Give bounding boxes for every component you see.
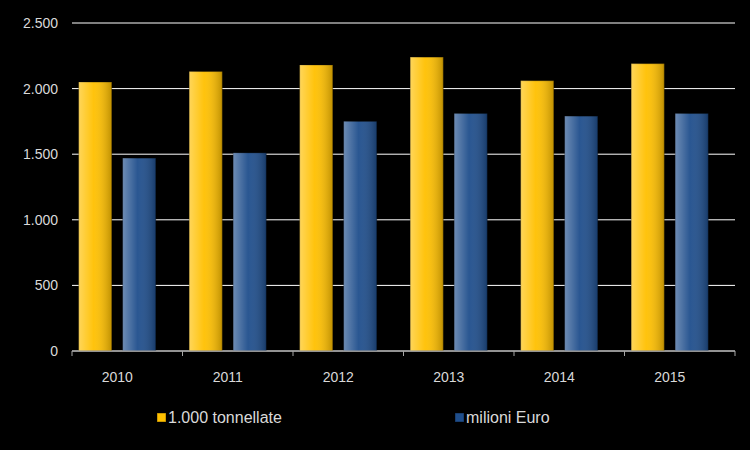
- bar-shine: [189, 72, 222, 351]
- x-tick-label: 2013: [433, 369, 464, 385]
- x-tick: [624, 351, 625, 356]
- bar: [410, 57, 443, 351]
- bar: [300, 65, 333, 351]
- bar: [79, 82, 112, 351]
- grid: [72, 23, 735, 351]
- bar-shine: [410, 57, 443, 351]
- bar: [675, 114, 708, 351]
- y-tick-label: 500: [35, 277, 59, 293]
- legend-label: 1.000 tonnellate: [168, 409, 282, 426]
- bar: [454, 114, 487, 351]
- x-tick-label: 2014: [544, 369, 575, 385]
- bar-shine: [631, 64, 664, 351]
- grid-line: [72, 23, 735, 24]
- legend-label: milioni Euro: [466, 409, 550, 426]
- legend-swatch: [455, 413, 464, 422]
- bar-shine: [344, 121, 377, 351]
- background: [0, 0, 750, 450]
- bar: [233, 153, 266, 351]
- bar: [565, 116, 598, 351]
- bar-shine: [300, 65, 333, 351]
- bar: [344, 121, 377, 351]
- bar: [189, 72, 222, 351]
- x-tick-label: 2015: [654, 369, 685, 385]
- x-tick-label: 2011: [213, 369, 243, 385]
- bar-shine: [79, 82, 112, 351]
- x-tick: [182, 351, 183, 356]
- x-tick: [403, 351, 404, 356]
- legend-swatch: [157, 413, 166, 422]
- bar-shine: [521, 81, 554, 351]
- bar-shine: [565, 116, 598, 351]
- bars: [79, 57, 709, 351]
- x-tick: [514, 351, 515, 356]
- x-tick-label: 2010: [102, 369, 133, 385]
- bar-shine: [233, 153, 266, 351]
- x-tick: [72, 351, 73, 356]
- y-tick-label: 2.000: [23, 81, 58, 97]
- chart-svg: 0 500 1.000 1.500 2.000 2.500 2010 2011 2012 2013…: [0, 0, 750, 450]
- y-tick-label: 0: [50, 343, 58, 359]
- bar: [123, 158, 156, 351]
- x-tick: [293, 351, 294, 356]
- x-tick: [735, 351, 736, 356]
- bar: [631, 64, 664, 351]
- x-tick-label: 2012: [323, 369, 354, 385]
- y-tick-label: 2.500: [23, 15, 58, 31]
- y-tick-label: 1.500: [23, 146, 58, 162]
- y-tick-label: 1.000: [23, 212, 58, 228]
- legend: 1.000 tonnellate milioni Euro: [157, 409, 550, 426]
- bar-shine: [675, 114, 708, 351]
- bar-shine: [123, 158, 156, 351]
- bar: [521, 81, 554, 351]
- chart-container: 0 500 1.000 1.500 2.000 2.500 2010 2011 2012 2013…: [0, 0, 750, 450]
- bar-shine: [454, 114, 487, 351]
